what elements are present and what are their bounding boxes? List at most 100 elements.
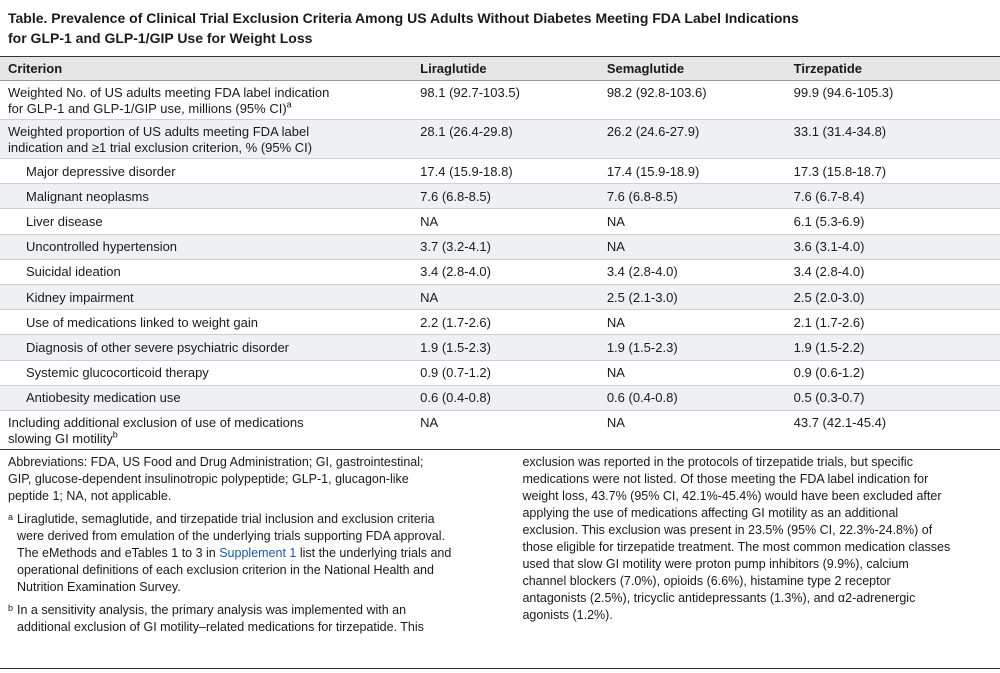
semaglutide-cell: 98.2 (92.8-103.6) bbox=[598, 80, 786, 120]
criterion-line-2: slowing GI motility bbox=[8, 430, 113, 446]
footnote-b: b In a sensitivity analysis, the primary… bbox=[8, 602, 502, 636]
liraglutide-cell: 0.6 (0.4-0.8) bbox=[412, 385, 599, 411]
criterion-cell: Suicidal ideation bbox=[0, 259, 413, 285]
semaglutide-cell: 7.6 (6.8-8.5) bbox=[598, 183, 786, 210]
criterion-cell: Use of medications linked to weight gain bbox=[0, 309, 413, 336]
title-line-1: Table. Prevalence of Clinical Trial Excl… bbox=[8, 10, 799, 26]
table-row: Weighted proportion of US adults meeting… bbox=[0, 119, 1000, 159]
criterion-cell: Malignant neoplasms bbox=[0, 183, 413, 210]
header-liraglutide: Liraglutide bbox=[412, 56, 599, 81]
table-row: Diagnosis of other severe psychiatric di… bbox=[0, 334, 1000, 361]
tirzepatide-cell: 99.9 (94.6-105.3) bbox=[785, 80, 1000, 120]
tirzepatide-cell: 43.7 (42.1-45.4) bbox=[785, 410, 1000, 450]
footnote-line: Liraglutide, semaglutide, and tirzepatid… bbox=[17, 511, 435, 526]
liraglutide-cell: 3.7 (3.2-4.1) bbox=[412, 234, 599, 260]
liraglutide-cell: 98.1 (92.7-103.5) bbox=[412, 80, 599, 120]
header-tirzepatide: Tirzepatide bbox=[785, 56, 1000, 81]
tirzepatide-cell: 2.1 (1.7-2.6) bbox=[785, 309, 1000, 336]
footnote-b-continued-line: agonists (1.2%). bbox=[522, 607, 613, 622]
semaglutide-cell: 17.4 (15.9-18.9) bbox=[598, 158, 786, 185]
criterion-cell: Antiobesity medication use bbox=[0, 385, 413, 411]
footnote-b-continued-line: used that slow GI motility were proton p… bbox=[522, 556, 909, 571]
table-row: Systemic glucocorticoid therapy 0.9 (0.7… bbox=[0, 360, 1000, 386]
footnote-mark-b: b bbox=[112, 429, 118, 440]
liraglutide-cell: NA bbox=[412, 284, 599, 311]
semaglutide-cell: NA bbox=[598, 410, 786, 450]
footnote-a-mark: a bbox=[8, 511, 14, 522]
footnote-mark-a: a bbox=[286, 99, 292, 110]
tirzepatide-cell: 1.9 (1.5-2.2) bbox=[785, 334, 1000, 361]
criterion-line-1: Weighted No. of US adults meeting FDA la… bbox=[8, 85, 330, 100]
footnote-b-continued-line: medications were not listed. Of those me… bbox=[522, 471, 929, 486]
tirzepatide-cell: 2.5 (2.0-3.0) bbox=[785, 284, 1000, 311]
footnote-a-text: Liraglutide, semaglutide, and tirzepatid… bbox=[17, 511, 502, 596]
footnote-b-continued-line: weight loss, 43.7% (95% CI, 42.1%-45.4%)… bbox=[522, 488, 942, 503]
semaglutide-cell: 26.2 (24.6-27.9) bbox=[598, 119, 786, 159]
criterion-cell: Systemic glucocorticoid therapy bbox=[0, 360, 413, 386]
footnote-line: operational definitions of each exclusio… bbox=[17, 562, 434, 577]
tirzepatide-cell: 33.1 (31.4-34.8) bbox=[785, 119, 1000, 159]
supplement-link[interactable]: Supplement 1 bbox=[219, 545, 297, 560]
footnote-line: In a sensitivity analysis, the primary a… bbox=[17, 602, 407, 617]
footnote-b-continued-line: antagonists (2.5%), tricyclic antidepres… bbox=[522, 590, 916, 605]
title-line-2: for GLP-1 and GLP-1/GIP Use for Weight L… bbox=[8, 30, 313, 46]
liraglutide-cell: 0.9 (0.7-1.2) bbox=[412, 360, 599, 386]
tirzepatide-cell: 0.5 (0.3-0.7) bbox=[785, 385, 1000, 411]
footnote-b-text: In a sensitivity analysis, the primary a… bbox=[17, 602, 502, 636]
header-semaglutide: Semaglutide bbox=[598, 56, 786, 81]
criterion-cell: Liver disease bbox=[0, 208, 413, 235]
liraglutide-cell: 2.2 (1.7-2.6) bbox=[412, 309, 599, 336]
criterion-line-2: indication and ≥1 trial exclusion criter… bbox=[8, 140, 313, 155]
table-header-row: Criterion Liraglutide Semaglutide Tirzep… bbox=[0, 56, 1000, 81]
semaglutide-cell: NA bbox=[598, 234, 786, 260]
table-row: Suicidal ideation 3.4 (2.8-4.0) 3.4 (2.8… bbox=[0, 259, 1000, 285]
abbrev-line: GIP, glucose-dependent insulinotropic po… bbox=[8, 471, 409, 486]
table-row: Major depressive disorder 17.4 (15.9-18.… bbox=[0, 158, 1000, 185]
criterion-cell: Uncontrolled hypertension bbox=[0, 234, 413, 260]
footnote-a: a Liraglutide, semaglutide, and tirzepat… bbox=[8, 511, 502, 596]
table-row: Use of medications linked to weight gain… bbox=[0, 309, 1000, 336]
abbreviations-note: Abbreviations: FDA, US Food and Drug Adm… bbox=[8, 454, 502, 505]
liraglutide-cell: 1.9 (1.5-2.3) bbox=[412, 334, 599, 361]
semaglutide-cell: 1.9 (1.5-2.3) bbox=[598, 334, 786, 361]
table-row: Kidney impairment NA 2.5 (2.1-3.0) 2.5 (… bbox=[0, 284, 1000, 311]
semaglutide-cell: 0.6 (0.4-0.8) bbox=[598, 385, 786, 411]
criterion-cell: Weighted No. of US adults meeting FDA la… bbox=[0, 80, 413, 120]
notes-right-column: exclusion was reported in the protocols … bbox=[512, 454, 992, 642]
liraglutide-cell: 28.1 (26.4-29.8) bbox=[412, 119, 599, 159]
criterion-line-2: for GLP-1 and GLP-1/GIP use, millions (9… bbox=[8, 101, 287, 116]
criterion-line-1: Weighted proportion of US adults meeting… bbox=[8, 124, 310, 139]
semaglutide-cell: NA bbox=[598, 208, 786, 235]
semaglutide-cell: 2.5 (2.1-3.0) bbox=[598, 284, 786, 311]
liraglutide-cell: NA bbox=[412, 208, 599, 235]
liraglutide-cell: 3.4 (2.8-4.0) bbox=[412, 259, 599, 285]
table-notes: Abbreviations: FDA, US Food and Drug Adm… bbox=[0, 450, 1000, 642]
footnote-line: additional exclusion of GI motility–rela… bbox=[17, 619, 424, 634]
semaglutide-cell: NA bbox=[598, 309, 786, 336]
liraglutide-cell: 17.4 (15.9-18.8) bbox=[412, 158, 599, 185]
tirzepatide-cell: 7.6 (6.7-8.4) bbox=[785, 183, 1000, 210]
footnote-b-mark: b bbox=[8, 602, 14, 613]
prevalence-table: Criterion Liraglutide Semaglutide Tirzep… bbox=[0, 56, 1000, 450]
header-criterion: Criterion bbox=[0, 56, 413, 81]
table-row: Antiobesity medication use 0.6 (0.4-0.8)… bbox=[0, 385, 1000, 411]
footnote-b-continued-line: channel blockers (7.0%), opioids (6.6%),… bbox=[522, 573, 891, 588]
tirzepatide-cell: 17.3 (15.8-18.7) bbox=[785, 158, 1000, 185]
criterion-cell: Diagnosis of other severe psychiatric di… bbox=[0, 334, 413, 361]
footnote-b-continued-line: exclusion was reported in the protocols … bbox=[522, 454, 913, 469]
abbrev-line: Abbreviations: FDA, US Food and Drug Adm… bbox=[8, 454, 424, 469]
footnote-line: Nutrition Examination Survey. bbox=[17, 579, 181, 594]
bottom-rule bbox=[0, 668, 1000, 669]
liraglutide-cell: 7.6 (6.8-8.5) bbox=[412, 183, 599, 210]
semaglutide-cell: 3.4 (2.8-4.0) bbox=[598, 259, 786, 285]
footnote-line: were derived from emulation of the under… bbox=[17, 528, 445, 543]
criterion-cell: Weighted proportion of US adults meeting… bbox=[0, 119, 413, 159]
criterion-line-1: Including additional exclusion of use of… bbox=[8, 414, 304, 430]
footnote-b-continued-line: those eligible for tirzepatide treatment… bbox=[522, 539, 951, 554]
criterion-cell: Major depressive disorder bbox=[0, 158, 413, 185]
tirzepatide-cell: 0.9 (0.6-1.2) bbox=[785, 360, 1000, 386]
tirzepatide-cell: 3.6 (3.1-4.0) bbox=[785, 234, 1000, 260]
criterion-cell: Including additional exclusion of use of… bbox=[0, 410, 413, 450]
footnote-line: list the underlying trials and bbox=[296, 545, 452, 560]
